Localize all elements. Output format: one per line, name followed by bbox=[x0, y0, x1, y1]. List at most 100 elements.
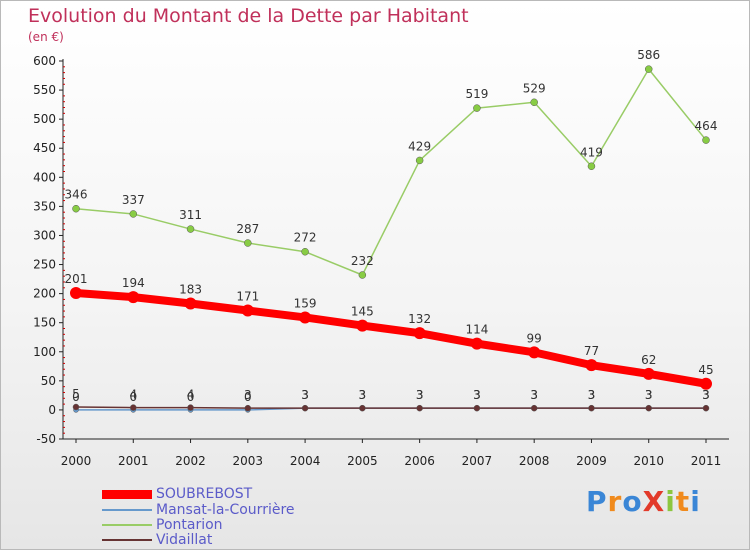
y-tick-label: 600 bbox=[33, 54, 56, 68]
legend-label-soubrebost: SOUBREBOST bbox=[156, 486, 253, 502]
data-label-pontarion: 272 bbox=[294, 231, 317, 245]
legend-item-mansat: Mansat-la-Courrière bbox=[102, 502, 295, 518]
logo-letter: t bbox=[675, 485, 691, 518]
data-label-pontarion: 346 bbox=[65, 188, 88, 202]
data-label-mansat-la-courri-re: 0 bbox=[72, 390, 80, 404]
data-point-soubrebost bbox=[413, 327, 426, 340]
logo-letter: i bbox=[690, 485, 701, 518]
data-point-pontarion bbox=[244, 239, 252, 247]
data-point-soubrebost bbox=[642, 367, 655, 380]
legend-label-pontarion: Pontarion bbox=[156, 517, 223, 533]
data-point-vidaillat bbox=[130, 404, 137, 411]
data-point-soubrebost bbox=[585, 359, 598, 372]
x-tick-label: 2000 bbox=[61, 454, 92, 468]
data-point-vidaillat bbox=[416, 404, 423, 412]
y-tick-label: 500 bbox=[33, 112, 56, 126]
data-point-vidaillat bbox=[301, 404, 309, 412]
data-point-vidaillat bbox=[702, 404, 710, 412]
x-tick-label: 2003 bbox=[233, 454, 264, 468]
data-label-vidaillat: 3 bbox=[359, 388, 367, 402]
y-tick-label: 150 bbox=[33, 316, 56, 330]
logo-letter: P bbox=[586, 485, 608, 518]
x-tick-label: 2006 bbox=[404, 454, 435, 468]
data-label-soubrebost: 99 bbox=[527, 331, 542, 345]
data-label-mansat-la-courri-re: 3 bbox=[645, 388, 653, 402]
x-tick-label: 2005 bbox=[347, 454, 378, 468]
data-point-soubrebost bbox=[528, 346, 541, 359]
data-point-pontarion bbox=[129, 210, 138, 218]
data-label-mansat-la-courri-re: 0 bbox=[129, 390, 137, 404]
data-point-soubrebost bbox=[127, 291, 140, 304]
series-line-soubrebost bbox=[75, 289, 707, 388]
data-point-soubrebost bbox=[241, 304, 254, 317]
series-line-pontarion bbox=[75, 68, 707, 276]
data-label-vidaillat: 3 bbox=[244, 388, 252, 402]
data-point-soubrebost bbox=[70, 287, 82, 300]
series-line-vidaillat bbox=[75, 406, 706, 409]
data-label-pontarion: 586 bbox=[637, 48, 660, 62]
data-point-vidaillat bbox=[244, 404, 252, 412]
y-tick-label: 200 bbox=[33, 287, 56, 301]
y-tick-label: 250 bbox=[33, 258, 56, 272]
data-point-vidaillat bbox=[588, 404, 595, 412]
y-tick-label: -50 bbox=[36, 432, 56, 446]
data-label-pontarion: 464 bbox=[695, 119, 718, 133]
data-label-vidaillat: 3 bbox=[301, 388, 309, 402]
data-point-soubrebost bbox=[470, 337, 483, 350]
data-point-vidaillat bbox=[645, 404, 652, 412]
data-label-mansat-la-courri-re: 3 bbox=[702, 388, 710, 402]
data-label-vidaillat: 3 bbox=[530, 388, 538, 402]
legend-item-pontarion: Pontarion bbox=[102, 517, 223, 533]
data-label-mansat-la-courri-re: 0 bbox=[244, 390, 252, 404]
data-label-mansat-la-courri-re: 3 bbox=[530, 388, 538, 402]
data-label-vidaillat: 3 bbox=[645, 388, 653, 402]
y-tick-label: 350 bbox=[33, 199, 56, 213]
y-tick-label: 300 bbox=[33, 228, 56, 242]
data-point-vidaillat bbox=[72, 403, 80, 411]
data-point-pontarion bbox=[702, 136, 710, 144]
data-point-pontarion bbox=[72, 204, 80, 213]
data-label-mansat-la-courri-re: 3 bbox=[473, 388, 481, 402]
data-label-vidaillat: 3 bbox=[702, 388, 710, 402]
data-label-pontarion: 287 bbox=[236, 222, 259, 236]
x-tick-label: 2002 bbox=[175, 454, 206, 468]
x-tick-label: 2001 bbox=[118, 454, 149, 468]
data-label-vidaillat: 4 bbox=[129, 388, 137, 402]
data-label-soubrebost: 183 bbox=[179, 283, 202, 297]
legend-label-mansat: Mansat-la-Courrière bbox=[156, 502, 295, 518]
data-label-mansat-la-courri-re: 3 bbox=[416, 388, 424, 402]
data-label-pontarion: 232 bbox=[351, 254, 374, 268]
data-label-soubrebost: 45 bbox=[698, 363, 713, 377]
data-point-pontarion bbox=[473, 104, 481, 112]
y-tick-label: 400 bbox=[33, 170, 56, 184]
data-label-soubrebost: 77 bbox=[584, 344, 599, 358]
y-tick-label: 50 bbox=[41, 374, 56, 388]
x-tick-label: 2011 bbox=[691, 454, 722, 468]
data-point-pontarion bbox=[587, 162, 596, 171]
logo-letter: r bbox=[607, 485, 623, 518]
data-label-mansat-la-courri-re: 0 bbox=[187, 390, 195, 404]
data-point-soubrebost bbox=[299, 311, 312, 324]
data-label-mansat-la-courri-re: 3 bbox=[588, 388, 596, 402]
data-label-soubrebost: 132 bbox=[408, 312, 431, 326]
logo-letter: X bbox=[642, 485, 666, 518]
legend-swatch-vidaillat bbox=[102, 539, 152, 541]
y-unit-label: (en €) bbox=[28, 30, 64, 44]
data-point-vidaillat bbox=[359, 404, 366, 412]
data-point-pontarion bbox=[301, 247, 309, 256]
legend-swatch-mansat bbox=[102, 509, 152, 511]
data-label-mansat-la-courri-re: 3 bbox=[359, 388, 367, 402]
data-label-vidaillat: 5 bbox=[72, 387, 80, 401]
data-label-soubrebost: 194 bbox=[122, 276, 145, 290]
data-label-pontarion: 429 bbox=[408, 139, 431, 153]
y-tick-label: 450 bbox=[33, 141, 56, 155]
data-label-pontarion: 419 bbox=[580, 145, 603, 159]
data-label-soubrebost: 201 bbox=[65, 272, 88, 286]
data-label-soubrebost: 171 bbox=[236, 289, 259, 303]
data-point-pontarion bbox=[186, 225, 195, 233]
data-label-vidaillat: 4 bbox=[187, 388, 195, 402]
data-label-pontarion: 529 bbox=[523, 81, 546, 95]
data-label-pontarion: 519 bbox=[465, 87, 488, 101]
data-label-soubrebost: 62 bbox=[641, 353, 656, 367]
